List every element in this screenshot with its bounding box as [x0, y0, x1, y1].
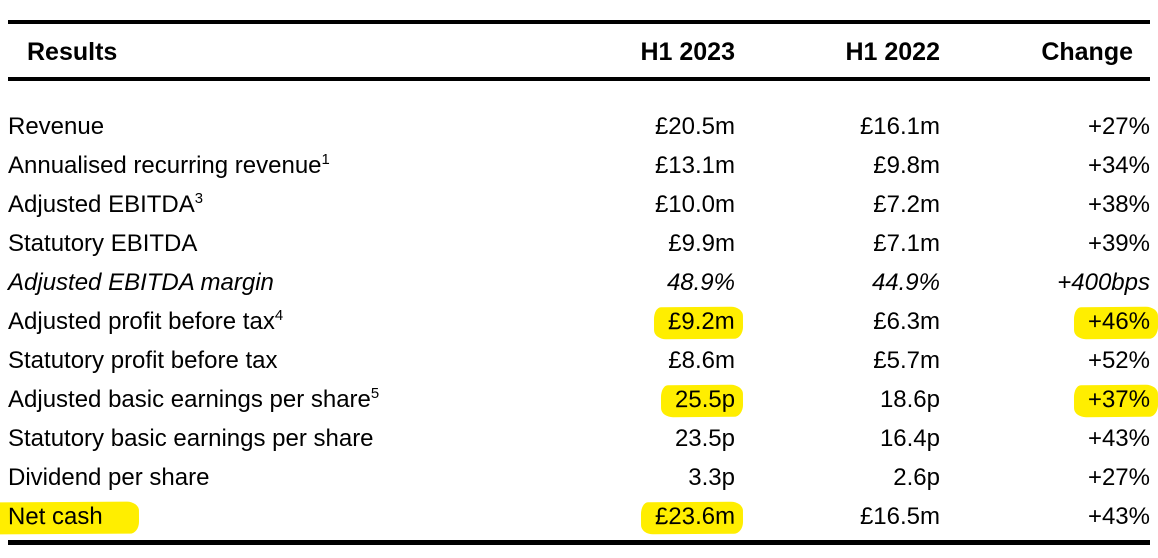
- cell-change: +39%: [1087, 229, 1150, 257]
- cell-h1-2022: £9.8m: [873, 151, 940, 179]
- cell-h1-2023: 25.5p: [535, 380, 744, 419]
- cell-change: +27%: [1087, 112, 1150, 140]
- header-results: Results: [27, 38, 118, 66]
- row-label: Revenue: [8, 112, 105, 140]
- cell-h1-2022: 16.4p: [879, 424, 940, 452]
- table-row: Dividend per share 3.3p 2.6p +27%: [8, 458, 1150, 497]
- cell-change: +400bps: [1057, 268, 1150, 296]
- row-label: Statutory profit before tax: [8, 346, 278, 374]
- row-label: Adjusted EBITDA margin: [8, 268, 274, 296]
- header-h1-2022: H1 2022: [845, 38, 940, 66]
- cell-h1-2022: £5.7m: [873, 346, 940, 374]
- cell-h1-2022: 18.6p: [879, 385, 940, 413]
- header-change: Change: [1041, 38, 1133, 66]
- cell-h1-2023: 48.9%: [666, 268, 735, 296]
- table-row: Revenue £20.5m £16.1m +27%: [8, 107, 1150, 146]
- row-label: Statutory basic earnings per share: [8, 424, 374, 452]
- table-row: Statutory EBITDA £9.9m £7.1m +39%: [8, 224, 1150, 263]
- row-label: Dividend per share: [8, 463, 210, 491]
- cell-h1-2022: £7.1m: [873, 229, 940, 257]
- table-row: Annualised recurring revenue1 £13.1m £9.8m…: [8, 146, 1150, 185]
- results-table-body: Revenue £20.5m £16.1m +27% Annualised recurr…: [0, 107, 1158, 536]
- table-row: Statutory profit before tax £8.6m £5.7m +52…: [8, 341, 1150, 380]
- cell-h1-2023: £9.9m: [668, 229, 735, 257]
- table-row: Adjusted EBITDA3 £10.0m £7.2m +38%: [8, 185, 1150, 224]
- cell-h1-2023: £20.5m: [654, 112, 735, 140]
- row-label: Adjusted basic earnings per share5: [8, 385, 380, 413]
- top-rule: [8, 20, 1150, 24]
- row-label: Net cash: [0, 497, 535, 536]
- table-header-row: Results H1 2023 H1 2022 Change: [8, 24, 1150, 77]
- cell-change: +43%: [1087, 424, 1150, 452]
- cell-h1-2022: £16.1m: [859, 112, 940, 140]
- cell-h1-2022: 44.9%: [871, 268, 940, 296]
- cell-h1-2023: £13.1m: [654, 151, 735, 179]
- cell-h1-2022: £16.5m: [859, 502, 940, 530]
- row-label: Adjusted EBITDA3: [8, 190, 204, 218]
- cell-change: +52%: [1087, 346, 1150, 374]
- cell-h1-2022: £7.2m: [873, 190, 940, 218]
- header-h1-2023: H1 2023: [640, 38, 735, 66]
- row-label: Statutory EBITDA: [8, 229, 198, 257]
- cell-change: +43%: [1087, 502, 1150, 530]
- row-label: Annualised recurring revenue1: [8, 151, 330, 179]
- table-row: Adjusted EBITDA margin 48.9% 44.9% +400bps: [8, 263, 1150, 302]
- header-rule: [8, 77, 1150, 81]
- cell-h1-2023: £10.0m: [654, 190, 735, 218]
- cell-change: +38%: [1087, 190, 1150, 218]
- cell-change: +27%: [1087, 463, 1150, 491]
- cell-h1-2023: 23.5p: [674, 424, 735, 452]
- cell-h1-2023: £9.2m: [535, 302, 744, 341]
- results-sheet: Results H1 2023 H1 2022 Change Revenue £2…: [0, 20, 1158, 545]
- cell-h1-2023: £23.6m: [535, 497, 744, 536]
- cell-change: +37%: [940, 380, 1158, 419]
- table-row: Net cash £23.6m £16.5m +43%: [0, 497, 1150, 536]
- cell-h1-2023: 3.3p: [688, 463, 735, 491]
- table-row: Adjusted basic earnings per share5 25.5p 1…: [8, 380, 1158, 419]
- cell-h1-2022: £6.3m: [873, 307, 940, 335]
- cell-change: +34%: [1087, 151, 1150, 179]
- cell-h1-2023: £8.6m: [668, 346, 735, 374]
- table-row: Adjusted profit before tax4 £9.2m £6.3m +46…: [8, 302, 1158, 341]
- table-row: Statutory basic earnings per share 23.5p 1…: [8, 419, 1150, 458]
- results-table: Revenue £20.5m £16.1m +27% Annualised recurr…: [0, 107, 1158, 536]
- cell-change: +46%: [940, 302, 1158, 341]
- bottom-rule: [8, 540, 1150, 545]
- cell-h1-2022: 2.6p: [893, 463, 940, 491]
- row-label: Adjusted profit before tax4: [8, 307, 284, 335]
